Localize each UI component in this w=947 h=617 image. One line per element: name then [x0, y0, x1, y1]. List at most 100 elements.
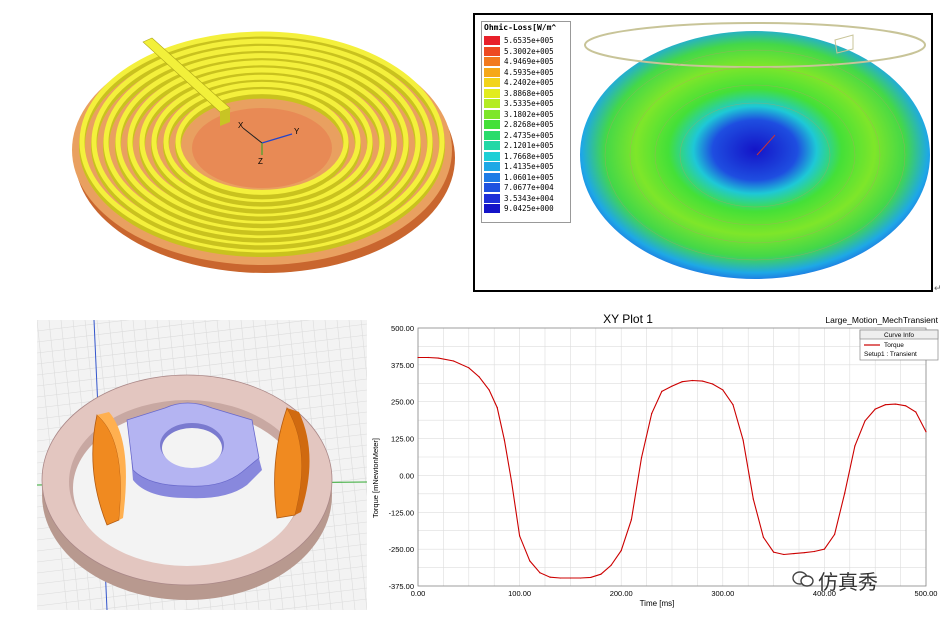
legend-value: 7.0677e+004	[504, 183, 554, 192]
coil-turn-top	[163, 81, 361, 203]
legend-value: 1.0601e+005	[504, 172, 554, 182]
legend-value: 4.2402e+005	[504, 78, 554, 87]
grid-line	[37, 320, 312, 354]
plot-frame	[417, 327, 927, 587]
left-pole-coil	[92, 414, 122, 526]
y-tick-label: 250.00	[391, 398, 414, 407]
legend-swatch	[484, 78, 500, 87]
grid-line	[348, 320, 367, 497]
torque-data-point	[773, 551, 775, 553]
x-tick-label: 500.00	[915, 589, 938, 598]
x-tick-label: 0.00	[411, 589, 426, 598]
wechat-icon	[792, 571, 814, 587]
torque-data-point	[488, 389, 490, 391]
torque-data-point	[884, 404, 886, 406]
torque-data-point	[905, 405, 907, 407]
torque-data-point	[452, 360, 455, 362]
legend-entry: 3.1802e+005	[484, 109, 568, 119]
loss-disc	[580, 31, 930, 279]
torque-data-point	[691, 379, 693, 382]
grid-line	[37, 345, 367, 387]
y-tick-label: -375.00	[389, 582, 414, 591]
return-arrow-icon: ↵	[934, 283, 942, 293]
legend-header: Curve Info	[884, 332, 914, 339]
legend-entry: 3.5343e+004	[484, 193, 568, 203]
torque-data-point	[600, 573, 602, 575]
legend-swatch	[484, 109, 500, 119]
coil-turn-top	[91, 38, 433, 246]
grid-line	[37, 334, 367, 376]
legend-value: 5.3002e+005	[504, 46, 554, 56]
rotor-bore	[162, 428, 222, 468]
torque-data-point	[427, 356, 429, 359]
torque-data-point	[437, 357, 439, 359]
legend-value: 2.8268e+005	[504, 120, 554, 129]
torque-data-point	[793, 552, 795, 555]
curve-info-legend: Curve Info Torque Setup1 : Transient	[859, 329, 939, 361]
torque-data-point	[529, 560, 531, 562]
torque-data-point	[503, 439, 505, 441]
grid-line	[37, 323, 367, 365]
loss-mesh-lines	[604, 49, 906, 261]
torque-data-point	[671, 385, 673, 387]
legend-value: 1.7668e+005	[504, 151, 554, 161]
coil-turn-top	[115, 53, 409, 231]
torque-data-point	[468, 367, 470, 369]
x-tick-label: 100.00	[508, 589, 531, 598]
torque-data-point	[417, 356, 419, 359]
legend-swatch	[484, 46, 500, 56]
legend-swatch	[484, 172, 500, 182]
legend-entry: 2.8268e+005	[484, 120, 568, 129]
torque-data-point	[539, 572, 541, 574]
legend-value: 5.6535e+005	[504, 36, 554, 45]
grid-line	[37, 320, 221, 343]
legend-entry: 4.9469e+005	[484, 57, 568, 66]
legend-value: 9.0425e+000	[504, 204, 554, 213]
y-tick-label: 0.00	[399, 471, 414, 480]
torque-data-point	[742, 439, 744, 441]
torque-data-point	[844, 492, 846, 494]
torque-data-point	[783, 553, 785, 556]
legend-entry: 3.5335e+005	[484, 99, 568, 108]
grid-line	[37, 320, 131, 332]
torque-data-point	[549, 576, 551, 578]
legend-swatch	[484, 141, 500, 150]
right-pole-coil-side	[287, 408, 310, 515]
legend-entry: 2.4735e+005	[484, 130, 568, 140]
torque-data-point	[752, 498, 754, 500]
legend-swatch	[484, 162, 500, 171]
torque-data-point	[661, 390, 663, 392]
axis-y-label: Y	[294, 127, 300, 136]
chart-title: XY Plot 1	[603, 312, 653, 326]
torque-data-point	[864, 420, 866, 422]
torque-data-point	[590, 576, 592, 579]
legend-entry: 9.0425e+000	[484, 204, 568, 213]
legend-value: 3.5343e+004	[504, 193, 554, 203]
spiral-coil-model-view: X Y Z	[0, 0, 470, 295]
y-tick-label: 375.00	[391, 361, 414, 370]
legend-entry: 2.1201e+005	[484, 141, 568, 150]
torque-data-point	[732, 404, 734, 406]
legend-value: 2.4735e+005	[504, 130, 554, 140]
legend-entry: 7.0677e+004	[484, 183, 568, 192]
legend-entry: 5.3002e+005	[484, 46, 568, 56]
torque-data-point	[579, 577, 582, 579]
torque-series-points	[417, 356, 927, 579]
legend-value: 3.1802e+005	[504, 109, 554, 119]
coil-turns	[79, 31, 445, 257]
x-tick-label: 300.00	[711, 589, 734, 598]
legend-entry: 1.7668e+005	[484, 151, 568, 161]
legend-value: 4.5935e+005	[504, 67, 554, 77]
x-axis-label: Time [ms]	[640, 599, 675, 608]
grid-line	[324, 320, 356, 610]
grid-line	[183, 587, 367, 610]
torque-data-point	[496, 407, 498, 409]
torque-data-point	[478, 376, 480, 378]
torque-data-point	[833, 533, 836, 535]
legend-swatch	[484, 204, 500, 213]
torque-data-point	[559, 577, 561, 579]
x-tick-label: 200.00	[610, 589, 633, 598]
motor-model-view	[37, 320, 367, 610]
legend-entry: 1.0601e+005	[484, 172, 568, 182]
torque-data-point	[712, 383, 714, 385]
